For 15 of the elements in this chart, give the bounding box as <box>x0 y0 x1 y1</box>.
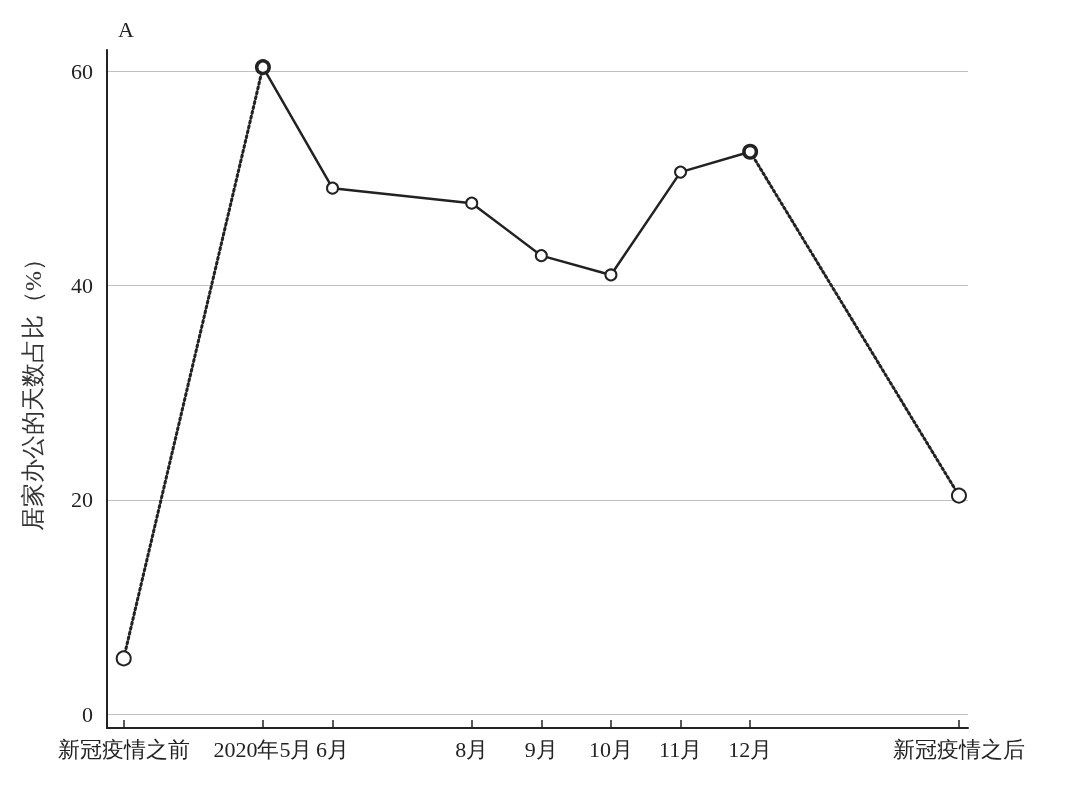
x-tick-label: 6月 <box>316 736 350 762</box>
y-tick-label: 40 <box>71 273 93 299</box>
x-tick-label: 8月 <box>455 736 489 762</box>
x-tick-label: 10月 <box>588 736 633 762</box>
x-tick-label: 新冠疫情之前 <box>57 736 190 762</box>
x-tick-label: 9月 <box>524 736 558 762</box>
x-tick-label: 新冠疫情之后 <box>892 736 1025 762</box>
x-tick-label: 12月 <box>728 736 773 762</box>
y-axis-title: 居家办公的天数占比（%） <box>20 247 46 531</box>
x-tick-label: 11月 <box>658 736 703 762</box>
y-tick-label: 60 <box>71 58 93 84</box>
y-tick-label: 20 <box>71 487 93 513</box>
text: A <box>118 16 134 42</box>
y-tick-label: 0 <box>82 701 93 727</box>
x-tick-label: 2020年5月 <box>213 736 313 762</box>
